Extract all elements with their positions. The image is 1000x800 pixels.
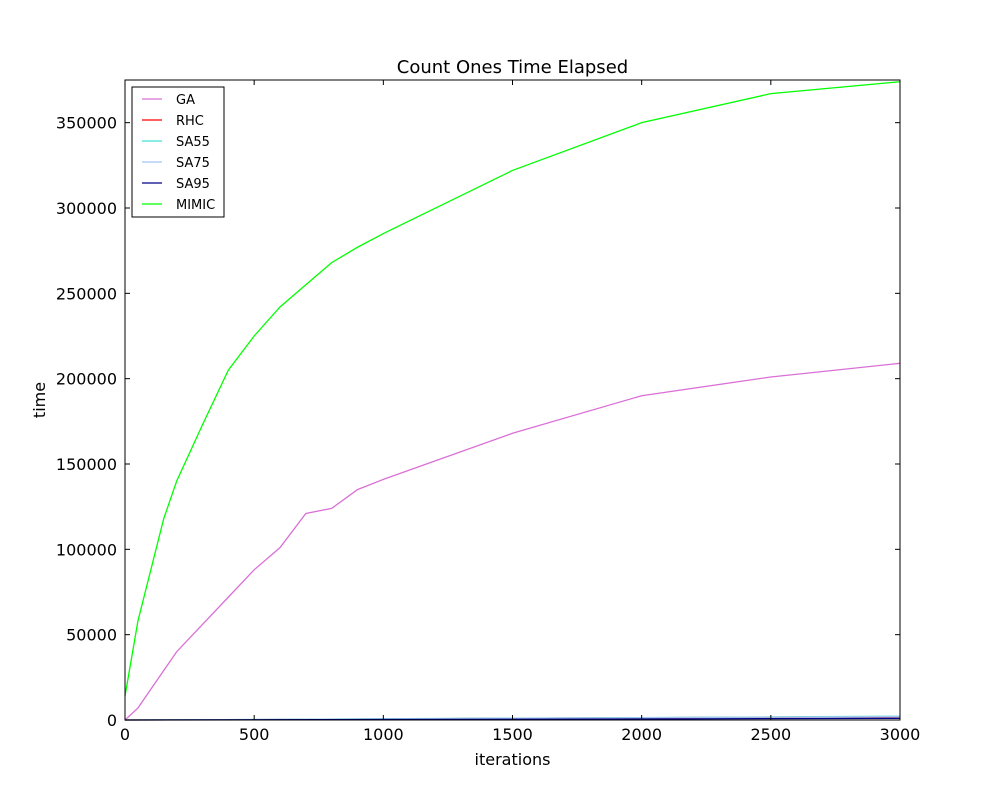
y-tick-label: 100000 [56,540,117,559]
chart-title: Count Ones Time Elapsed [397,57,628,78]
legend-label-mimic: MIMIC [176,198,215,213]
x-tick-label: 2500 [750,725,791,744]
legend-label-rhc: RHC [176,114,204,129]
y-tick-label: 0 [107,711,117,730]
y-tick-label: 300000 [56,199,117,218]
x-axis: 0 500 1000 1500 2000 2500 3000 [120,80,920,744]
x-axis-label: iterations [475,750,551,769]
series-line-ga [124,362,901,721]
x-tick-label: 1000 [363,725,404,744]
legend-label-sa55: SA55 [176,135,210,150]
y-tick-label: 250000 [56,284,117,303]
legend: GA RHC SA55 SA75 SA95 MIMIC [131,86,225,218]
y-tick-label: 150000 [56,455,117,474]
x-tick-label: 3000 [880,725,921,744]
y-axis-label: time [30,382,49,418]
x-tick-label: 2000 [621,725,662,744]
y-tick-label: 200000 [56,370,117,389]
y-tick-label: 50000 [66,626,117,645]
legend-label-sa95: SA95 [176,177,210,192]
y-axis: 0 50000 100000 150000 200000 250000 300000 3500… [56,114,900,730]
legend-box [131,86,225,218]
x-tick-label: 0 [120,725,130,744]
y-tick-label: 350000 [56,114,117,133]
x-tick-label: 500 [239,725,270,744]
legend-label-ga: GA [176,93,195,108]
legend-label-sa75: SA75 [176,156,210,171]
series-line-mimic [124,81,901,697]
x-tick-label: 1500 [492,725,533,744]
